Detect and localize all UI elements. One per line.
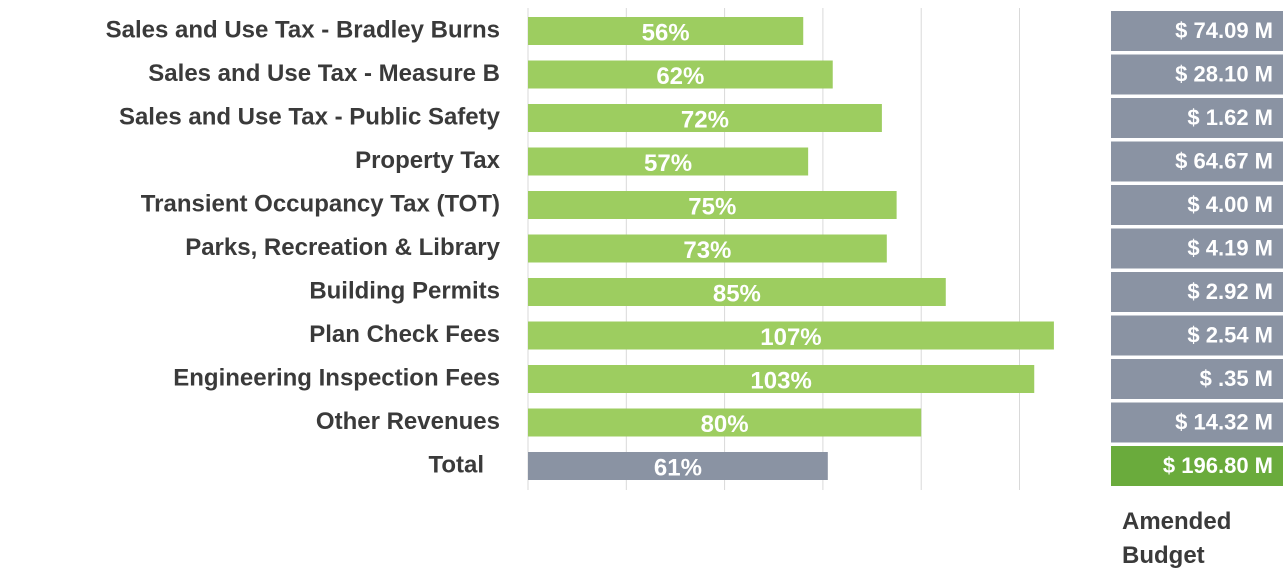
bar-value-label: 61% xyxy=(654,454,702,481)
budget-cell xyxy=(1111,11,1283,51)
bar xyxy=(528,452,828,480)
category-label: Transient Occupancy Tax (TOT) xyxy=(141,190,500,217)
category-label: Plan Check Fees xyxy=(309,321,500,348)
budget-value: $ 64.67 M xyxy=(1175,148,1273,173)
budget-value: $ .35 M xyxy=(1200,366,1273,391)
budget-cell xyxy=(1111,315,1283,356)
bar-value-label: 85% xyxy=(713,280,761,307)
budget-cell xyxy=(1111,272,1283,312)
bar xyxy=(528,104,882,132)
bar-value-label: 62% xyxy=(656,63,704,90)
bar-value-label: 107% xyxy=(760,324,821,351)
bar xyxy=(528,278,946,306)
bar-value-label: 103% xyxy=(750,367,811,394)
bar-value-label: 75% xyxy=(688,193,736,220)
budget-value: $ 1.62 M xyxy=(1187,105,1273,130)
budget-cell xyxy=(1111,402,1283,443)
bar xyxy=(528,17,804,45)
budget-cell xyxy=(1111,359,1283,399)
category-label: Other Revenues xyxy=(316,408,500,435)
bar xyxy=(528,234,887,263)
budget-cell xyxy=(1111,228,1283,269)
budget-value: $ 4.19 M xyxy=(1187,235,1273,260)
bar-value-label: 56% xyxy=(642,19,690,46)
budget-value: $ 14.32 M xyxy=(1175,409,1273,434)
bar xyxy=(528,147,809,176)
budget-cell xyxy=(1111,446,1283,486)
budget-value: $ 2.54 M xyxy=(1187,322,1273,347)
bar-value-label: 72% xyxy=(681,106,729,133)
category-label: Sales and Use Tax - Bradley Burns xyxy=(106,16,500,43)
category-label: Parks, Recreation & Library xyxy=(185,234,500,261)
bar xyxy=(528,365,1035,393)
category-label: Sales and Use Tax - Measure B xyxy=(148,60,500,87)
category-label: Building Permits xyxy=(309,277,500,304)
category-label: Property Tax xyxy=(355,147,501,174)
bar-value-label: 80% xyxy=(701,411,749,438)
budget-value: $ 4.00 M xyxy=(1187,192,1273,217)
budget-header: Amended Budget xyxy=(1122,508,1231,569)
budget-value: $ 74.09 M xyxy=(1175,18,1273,43)
category-label: Engineering Inspection Fees xyxy=(173,364,500,391)
budget-value: $ 196.80 M xyxy=(1163,453,1273,478)
bar-value-label: 57% xyxy=(644,150,692,177)
bar xyxy=(528,321,1054,350)
budget-cell xyxy=(1111,54,1283,95)
category-label: Sales and Use Tax - Public Safety xyxy=(119,103,501,130)
budget-cell xyxy=(1111,141,1283,182)
budget-cell xyxy=(1111,185,1283,225)
bar xyxy=(528,408,922,437)
budget-value: $ 28.10 M xyxy=(1175,61,1273,86)
budget-value: $ 2.92 M xyxy=(1187,279,1273,304)
bar-value-label: 73% xyxy=(683,237,731,264)
category-label: Total xyxy=(428,451,484,478)
bar xyxy=(528,191,897,219)
bar xyxy=(528,60,833,89)
budget-cell xyxy=(1111,98,1283,138)
